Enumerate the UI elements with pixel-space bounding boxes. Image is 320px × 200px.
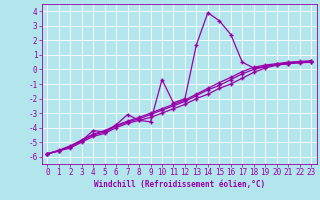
X-axis label: Windchill (Refroidissement éolien,°C): Windchill (Refroidissement éolien,°C) bbox=[94, 180, 265, 189]
